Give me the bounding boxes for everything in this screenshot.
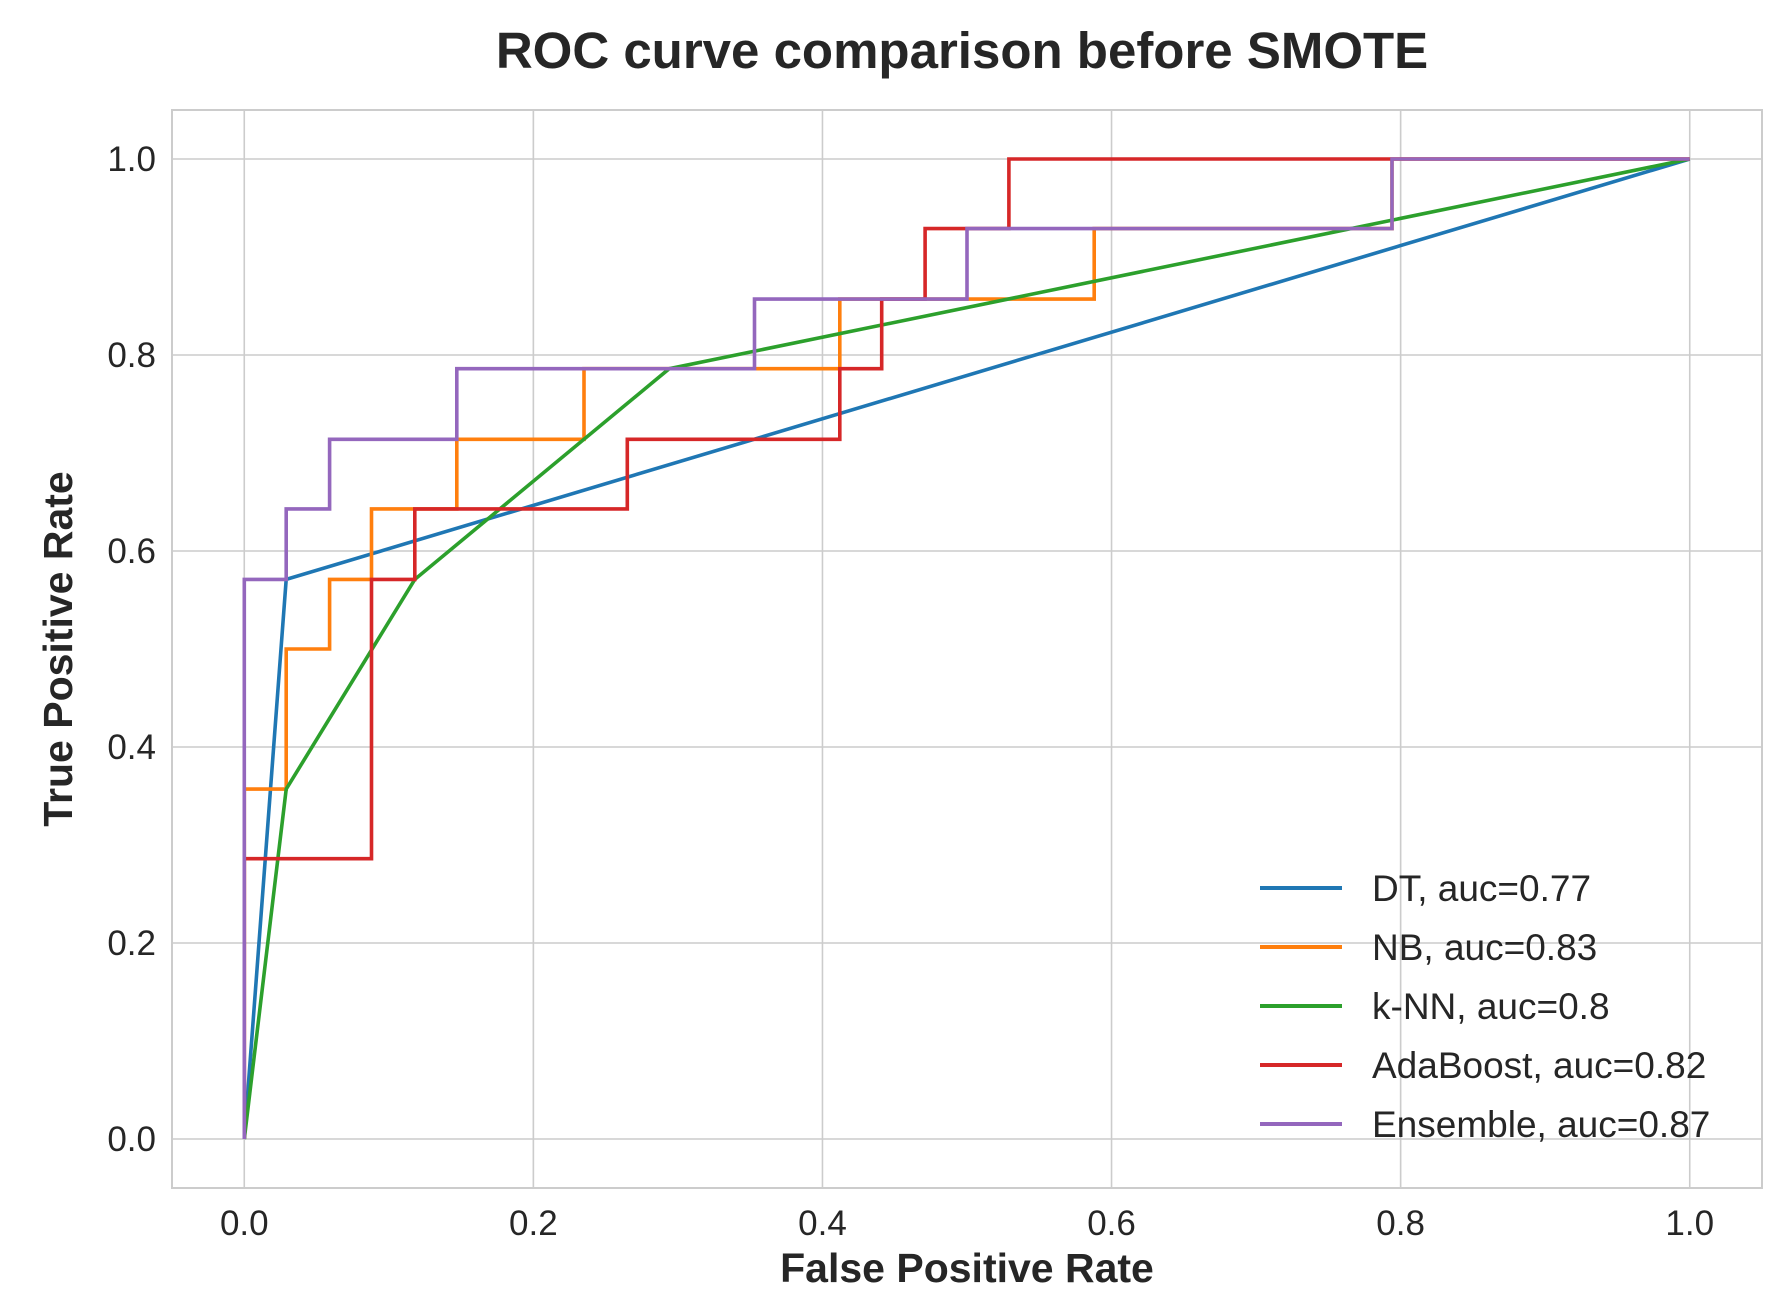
x-tick-label: 1.0 [1665,1204,1714,1243]
x-tick-label: 0.2 [509,1204,558,1243]
legend-entry: Ensemble, auc=0.87 [1372,1104,1710,1145]
plot-area [171,109,1763,1189]
grid [172,110,1762,1188]
legend: DT, auc=0.77 NB, auc=0.83 k-NN, auc=0.8 Ada… [1260,868,1710,1145]
x-tick-label: 0.0 [220,1204,269,1243]
y-tick-label: 0.8 [107,336,156,375]
legend-entry: AdaBoost, auc=0.82 [1372,1045,1706,1086]
y-tick-label: 0.4 [107,728,156,767]
y-tick-label: 1.0 [107,140,156,179]
x-tick-label: 0.8 [1376,1204,1425,1243]
legend-entry: DT, auc=0.77 [1372,868,1591,909]
roc-curve-4 [242,157,1690,1139]
x-tick-label: 0.6 [1087,1204,1136,1243]
y-axis-label: True Positive Rate [35,471,81,826]
roc-curve-3 [242,157,1690,1139]
x-tick-label: 0.4 [798,1204,847,1243]
y-tick-label: 0.2 [107,924,156,963]
curves [242,157,1691,1140]
y-tick-label: 0.6 [107,532,156,571]
y-tick-label: 0.0 [107,1120,156,1159]
chart-title: ROC curve comparison before SMOTE [496,22,1428,79]
roc-curve-1 [242,157,1690,1139]
legend-entry: k-NN, auc=0.8 [1372,986,1610,1027]
legend-entry: NB, auc=0.83 [1372,927,1597,968]
x-axis-label: False Positive Rate [780,1245,1154,1291]
tick-labels: 0.0 0.2 0.4 0.6 0.8 1.0 0.0 0.2 0.4 0.6 0.8 1.0 [107,140,1714,1243]
